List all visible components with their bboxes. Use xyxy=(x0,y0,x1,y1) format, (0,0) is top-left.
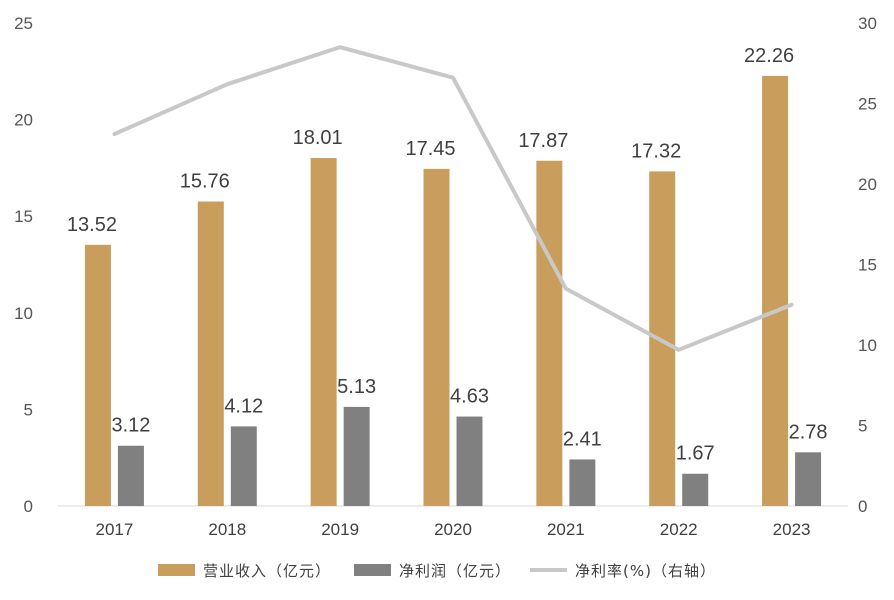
x-tick-label: 2023 xyxy=(773,520,811,539)
legend-label-net-margin: 净利率(%)（右轴） xyxy=(575,562,716,580)
revenue-bar xyxy=(84,244,111,507)
profit-bar xyxy=(456,416,483,506)
left-y-tick-label: 0 xyxy=(24,497,33,516)
x-tick-label: 2021 xyxy=(547,520,585,539)
revenue-bar xyxy=(762,75,789,506)
right-y-tick-label: 15 xyxy=(858,256,877,275)
left-y-tick-label: 25 xyxy=(14,14,33,33)
right-y-tick-label: 20 xyxy=(858,175,877,194)
left-y-tick-label: 20 xyxy=(14,111,33,130)
left-y-axis: 0 5 10 15 20 25 xyxy=(14,14,33,516)
legend: 营业收入（亿元） 净利润（亿元） 净利率(%)（右轴） xyxy=(158,562,716,580)
revenue-data-label: 15.76 xyxy=(180,171,230,193)
profit-data-label: 3.12 xyxy=(111,415,150,437)
revenue-bar xyxy=(310,158,337,506)
x-tick-label: 2022 xyxy=(660,520,698,539)
right-y-tick-label: 5 xyxy=(858,417,867,436)
right-y-tick-label: 30 xyxy=(858,14,877,33)
x-tick-label: 2017 xyxy=(96,520,134,539)
x-tick-label: 2020 xyxy=(434,520,472,539)
x-axis: 2017 2018 2019 2020 2021 2022 2023 xyxy=(96,520,811,539)
data-label-layer: 13.52 3.12 15.76 4.12 18.01 5.13 17.45 4.63 17.8… xyxy=(67,45,828,465)
revenue-data-label: 18.01 xyxy=(293,127,343,149)
revenue-data-label: 22.26 xyxy=(744,45,794,67)
profit-data-label: 2.78 xyxy=(789,421,828,443)
profit-bar xyxy=(682,473,709,506)
right-y-tick-label: 25 xyxy=(858,95,877,114)
profit-data-label: 2.41 xyxy=(563,428,602,450)
profit-data-label: 4.12 xyxy=(224,395,263,417)
profit-bar xyxy=(795,452,822,506)
right-y-axis: 0 5 10 15 20 25 30 xyxy=(858,14,877,516)
profit-data-label: 4.63 xyxy=(450,386,489,408)
profit-data-label: 5.13 xyxy=(337,376,376,398)
revenue-data-label: 17.32 xyxy=(631,140,681,162)
legend-label-profit: 净利润（亿元） xyxy=(399,562,511,580)
legend-label-revenue: 营业收入（亿元） xyxy=(203,562,331,580)
revenue-data-label: 17.87 xyxy=(518,130,568,152)
line-layer xyxy=(112,45,794,352)
profit-bar xyxy=(343,406,370,506)
net-margin-line xyxy=(112,45,794,352)
legend-swatch-revenue xyxy=(158,564,195,576)
revenue-bar xyxy=(197,201,224,507)
left-y-tick-label: 10 xyxy=(14,304,33,323)
left-y-tick-label: 15 xyxy=(14,207,33,226)
bar-layer xyxy=(84,75,822,507)
x-tick-label: 2019 xyxy=(321,520,359,539)
left-y-tick-label: 5 xyxy=(24,400,33,419)
revenue-data-label: 13.52 xyxy=(67,214,117,236)
revenue-bar xyxy=(423,168,450,506)
profit-bar xyxy=(117,445,144,506)
profit-bar xyxy=(230,426,257,506)
legend-swatch-profit xyxy=(354,564,391,576)
profit-data-label: 1.67 xyxy=(676,443,715,465)
right-y-tick-label: 0 xyxy=(858,497,867,516)
profit-bar xyxy=(569,459,596,506)
right-y-tick-label: 10 xyxy=(858,336,877,355)
x-tick-label: 2018 xyxy=(208,520,246,539)
revenue-bar xyxy=(536,160,563,507)
revenue-data-label: 17.45 xyxy=(405,138,455,160)
